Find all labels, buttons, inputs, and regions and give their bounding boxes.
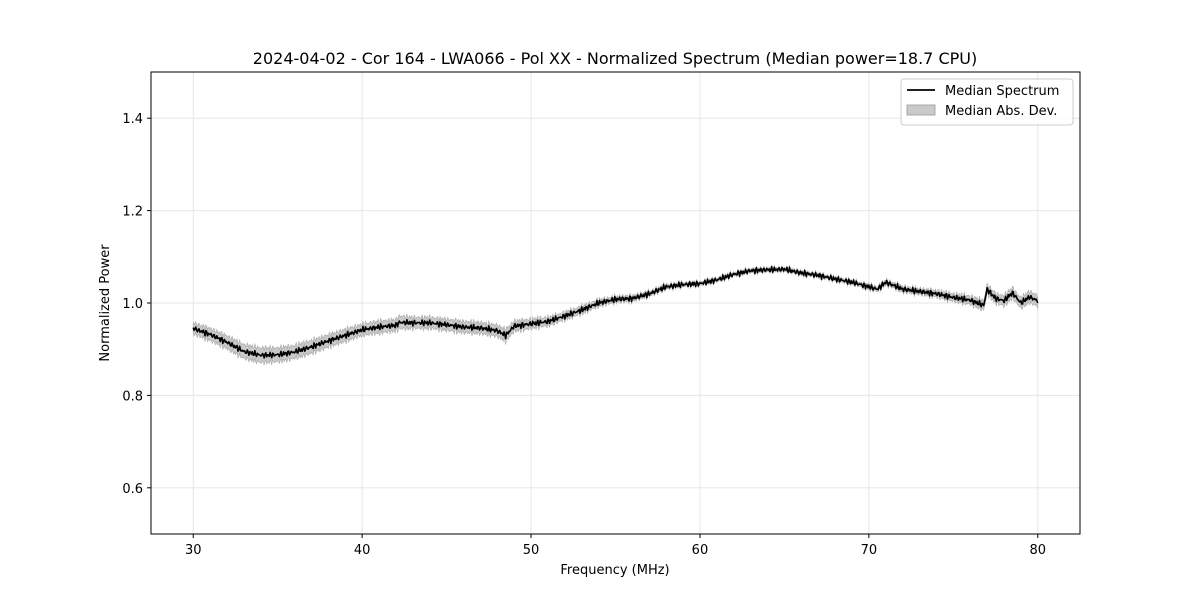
y-tick-label: 0.8 (122, 389, 143, 404)
y-tick-label: 1.4 (122, 112, 143, 127)
x-tick-label: 50 (523, 543, 540, 558)
mad-band-layer (192, 264, 1039, 366)
x-tick-label: 40 (354, 543, 371, 558)
legend-band-swatch (906, 104, 936, 116)
legend-label-median-abs-dev: Median Abs. Dev. (945, 104, 1057, 119)
legend-box (900, 78, 1074, 126)
chart-title: 2024-04-02 - Cor 164 - LWA066 - Pol XX -… (253, 49, 977, 68)
y-axis-ticks: 0.6 0.8 1.0 1.2 1.4 (122, 112, 151, 497)
x-tick-label: 30 (185, 543, 202, 558)
y-tick-label: 0.6 (122, 482, 143, 497)
y-tick-label: 1.0 (122, 297, 143, 312)
median-spectrum-line (192, 265, 1039, 359)
median-abs-dev-band (192, 264, 1039, 366)
x-tick-label: 80 (1029, 543, 1046, 558)
x-tick-label: 60 (692, 543, 709, 558)
x-tick-label: 70 (861, 543, 878, 558)
x-axis-label: Frequency (MHz) (560, 563, 669, 578)
legend: Median Spectrum Median Abs. Dev. (900, 78, 1074, 126)
y-axis-label: Normalized Power (98, 244, 113, 362)
y-tick-label: 1.2 (122, 205, 143, 220)
median-line-layer (192, 265, 1039, 359)
x-axis-ticks: 30 40 50 60 70 80 (185, 534, 1046, 558)
legend-label-median-spectrum: Median Spectrum (945, 84, 1059, 99)
